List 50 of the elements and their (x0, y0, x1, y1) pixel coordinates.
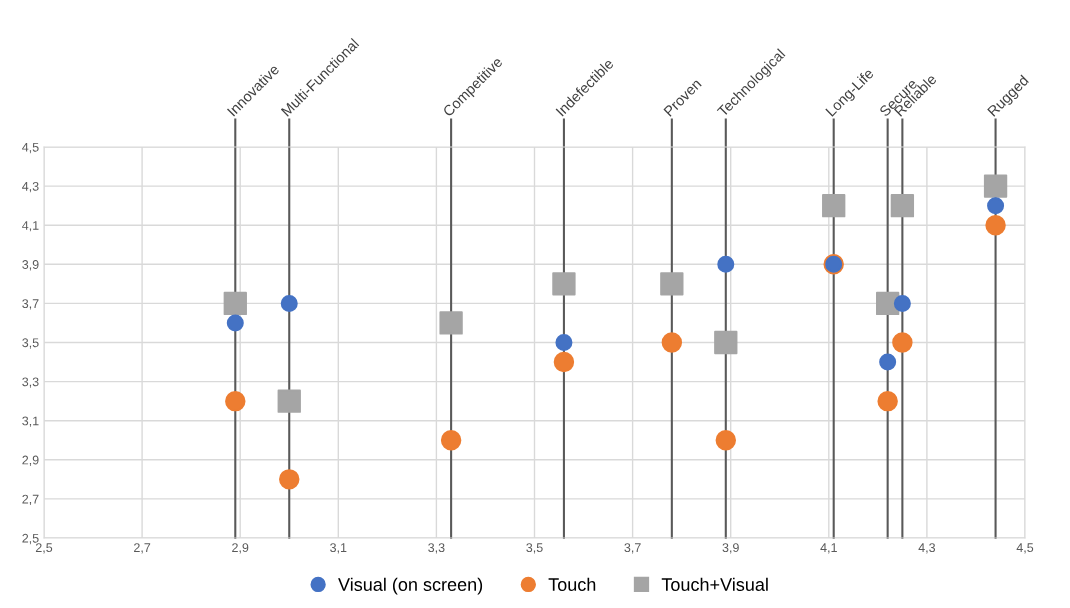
point (226, 314, 244, 332)
point (661, 332, 683, 353)
point (877, 390, 898, 412)
point (717, 255, 735, 273)
point (822, 193, 846, 218)
point (715, 430, 737, 451)
point (280, 294, 298, 312)
point (892, 332, 913, 353)
x-tick-label: 4,5 (1016, 543, 1034, 554)
point (890, 193, 915, 218)
point (879, 353, 897, 371)
y-tick-label: 3,9 (22, 260, 39, 271)
y-tick-label: 3,1 (22, 416, 39, 427)
y-tick-label: 4,1 (22, 221, 39, 232)
point (552, 272, 576, 296)
point (983, 174, 1008, 198)
point (660, 272, 684, 296)
y-tick-label: 3,5 (22, 338, 39, 349)
point (555, 333, 573, 352)
x-tick-label: 2,5 (35, 543, 53, 554)
x-tick-label: 3,3 (428, 543, 445, 554)
point (277, 389, 301, 413)
point (553, 351, 575, 373)
x-tick-label: 3,1 (330, 543, 347, 554)
point (225, 390, 246, 412)
x-tick-label: 3,7 (624, 543, 641, 554)
y-tick-label: 2,7 (22, 494, 39, 506)
y-tick-label: 3,3 (22, 377, 39, 388)
y-tick-label: 3,7 (22, 299, 39, 310)
y-tick-label: 4,3 (22, 181, 39, 193)
x-tick-label: 4,1 (820, 543, 837, 554)
legend-label: Touch+Visual (661, 577, 768, 591)
point (279, 469, 300, 490)
legend-label: Touch (548, 577, 596, 591)
x-tick-label: 2,7 (134, 543, 151, 554)
point (985, 214, 1006, 236)
x-tick-label: 4,3 (918, 543, 936, 554)
point (714, 330, 738, 355)
x-tick-label: 3,5 (526, 543, 543, 554)
legend-label: Visual (on screen) (338, 577, 483, 595)
point (439, 311, 463, 335)
point (440, 430, 462, 451)
point (223, 291, 247, 316)
x-tick-label: 2,9 (232, 543, 249, 554)
point (987, 197, 1005, 215)
y-tick-label: 4,5 (22, 142, 39, 154)
x-tick-label: 3,9 (722, 543, 739, 554)
point (893, 294, 911, 312)
y-tick-label: 2,9 (22, 455, 39, 466)
y-tick-label: 2,5 (22, 533, 39, 545)
